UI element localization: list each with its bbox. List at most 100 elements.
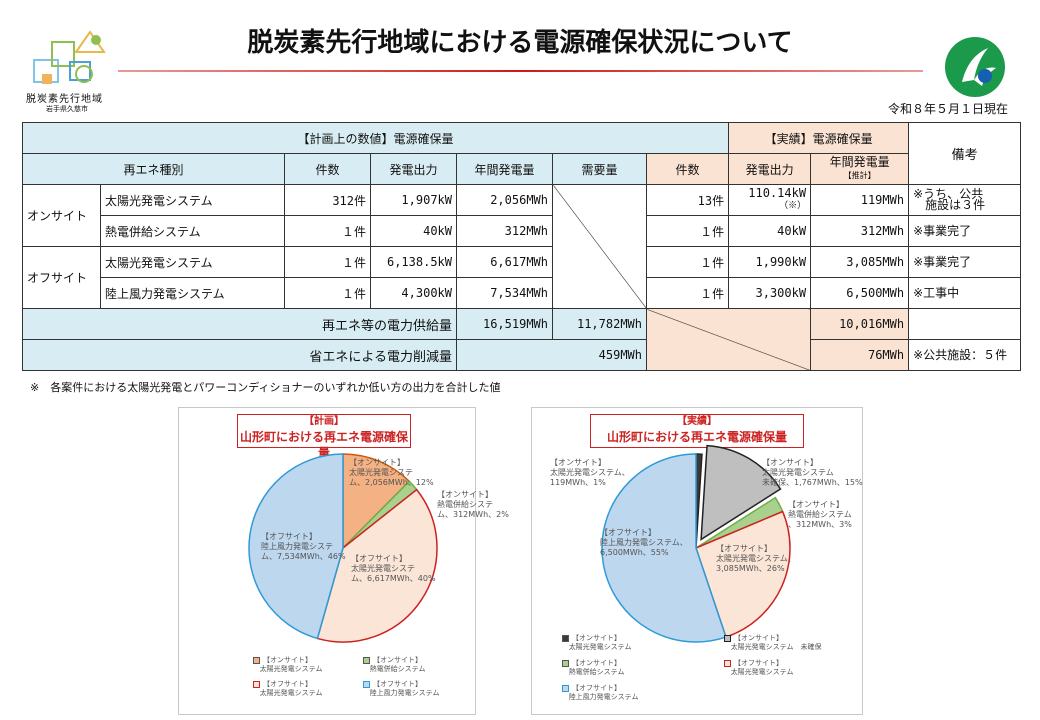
row-count-actual: 13件 [645,184,730,216]
region-logo [33,30,106,84]
plan-label-1: 【オンサイト】 熱電併給システ ム、312MWh、2% [437,490,509,519]
row-output-actual: 1,990kW [728,246,812,278]
actual-pie-panel: 【実績】 山形町における再エネ電源確保量 【オンサイト】 太陽光発電システム、 11… [531,407,863,715]
logo-subtext: 岩手県久慈市 [46,105,88,113]
supply-row: 再エネ等の電力供給量 16,519MWh 11,782MWh 10,016MWh [22,308,1022,371]
remarks-header: 備考 [908,122,1022,185]
row-annual-actual: 6,500MWh [810,277,910,309]
saving-label: 省エネによる電力削減量 [22,339,457,371]
actual-legend-3: 【オフサイト】 太陽光発電システム [724,659,793,677]
row-count: １件 [284,246,371,278]
saving-actual: 76MWh [810,339,910,371]
col-demand: 需要量 [552,153,647,185]
row-note: ※事業完了 [908,246,1022,278]
actual-legend-0: 【オンサイト】 太陽光発電システム [562,634,631,652]
saving-row: 省エネによる電力削減量 459MWh 76MWh ※公共施設：５件 [22,339,1022,371]
power-supply-table: 【計画上の数値】電源確保量 【実績】電源確保量 備考 再エネ種別 件数 発電出力… [21,122,1022,371]
row-annual: 312MWh [456,215,553,247]
actual-pie-chart [601,444,791,643]
supply-demand: 11,782MWh [552,308,647,340]
plan-slice-3 [248,453,344,640]
plan-legend-1: 【オンサイト】 熱電併給システム [363,656,425,674]
plan-legend-3: 【オフサイト】 陸上風力発電システム [363,680,439,698]
col-type: 再エネ種別 [22,153,285,185]
col-annual: 年間発電量 [456,153,553,185]
footnote: ※ 各案件における太陽光発電とパワーコンディショナーのいずれか低い方の出力を合計… [30,381,501,394]
logo-text: 脱炭素先行地域 [26,94,103,105]
as-of-date: 令和８年５月１日現在 [887,102,1008,116]
col-annual-actual-sub: 【推計】 [843,171,876,180]
town-emblem-icon [945,37,1005,97]
actual-label-3: 【オフサイト】 太陽光発電システム、 3,085MWh、26% [716,544,796,573]
actual-slice-3 [695,510,791,639]
row-output-actual: 110.14kW （※） [728,184,812,216]
plan-header: 【計画上の数値】電源確保量 [21,122,730,154]
row-output-actual: 3,300kW [728,277,812,309]
row-count: １件 [284,277,371,309]
row-output-actual: 40kW [728,215,812,247]
supply-label: 再エネ等の電力供給量 [22,308,457,340]
row-note: ※工事中 [908,277,1022,309]
actual-empty-cell [645,308,812,371]
row-annual: 2,056MWh [456,184,553,216]
actual-chart-title-small: 【実績】 [677,416,717,427]
row-output: 4,300kW [370,277,457,309]
table-row: オンサイト 太陽光発電システム 312件 1,907kW 2,056MWh 13… [22,184,1022,309]
group-onsite: オンサイト [22,184,101,247]
supply-actual: 10,016MWh [810,308,910,340]
title-underline [118,70,923,72]
actual-label-1: 【オンサイト】 太陽光発電システム 未確保、1,767MWh、15% [762,458,863,487]
plan-chart-title: 【計画】 山形町における再エネ電源確保量 [237,414,411,460]
plan-label-2: 【オフサイト】 太陽光発電システ ム、6,617MWh、40% [351,554,436,583]
plan-label-0: 【オンサイト】 太陽光発電システ ム、2,056MWh、12% [349,458,434,487]
row-note: ※うち、公共 施設は３件 [908,184,1022,216]
demand-empty-cell [552,184,647,309]
row-output: 1,907kW [370,184,457,216]
actual-label-0: 【オンサイト】 太陽光発電システム、 119MWh、1% [550,458,630,487]
supply-plan: 16,519MWh [456,308,553,340]
row-annual: 6,617MWh [456,246,553,278]
actual-slice-1 [700,444,782,541]
actual-chart-title: 【実績】 山形町における再エネ電源確保量 [590,414,804,448]
col-output-actual: 発電出力 [728,153,812,185]
table-row: 熱電併給システム １件 40kW 312MWh １件 40kW 312MWh ※… [23,215,1022,247]
plan-legend-2: 【オフサイト】 太陽光発電システム [253,680,322,698]
plan-label-3: 【オフサイト】 陸上風力発電システ ム、7,534MWh、46% [261,532,346,561]
row-annual: 7,534MWh [456,277,553,309]
row-annual-actual: 119MWh [810,184,910,216]
row-count: １件 [284,215,371,247]
group-offsite: オフサイト [22,246,101,309]
saving-note: ※公共施設：５件 [908,339,1022,371]
row-count: 312件 [284,184,371,216]
row-annual-actual: 3,085MWh [810,246,910,278]
row-type: 陸上風力発電システム [100,277,285,309]
col-annual-actual-label: 年間発電量 [829,155,890,169]
row-count-actual: １件 [645,246,730,278]
col-output: 発電出力 [370,153,457,185]
plan-slice-2 [316,488,438,643]
plan-pie-chart [248,453,438,643]
supply-note-empty [908,308,1022,340]
plan-chart-title-small: 【計画】 [304,416,344,427]
actual-label-2: 【オンサイト】 熱電併給システム 、312MWh、3% [788,500,852,529]
row-type: 太陽光発電システム [100,184,285,216]
saving-plan: 459MWh [456,339,647,371]
page-title: 脱炭素先行地域における電源確保状況について [247,28,793,58]
row-output-actual-note: （※） [779,201,807,211]
row-type: 太陽光発電システム [100,246,285,278]
actual-slice-4 [601,453,727,643]
table-row: 陸上風力発電システム １件 4,300kW 7,534MWh １件 3,300k… [23,277,1022,309]
col-count-actual: 件数 [645,153,730,185]
plan-pie-panel: 【計画】 山形町における再エネ電源確保量 【オンサイト】 太陽光発電システ ム、2,… [178,407,509,715]
table-row: オフサイト 太陽光発電システム １件 6,138.5kW 6,617MWh １件… [22,246,1022,309]
row-type: 熱電併給システム [100,215,285,247]
row-annual-actual: 312MWh [810,215,910,247]
row-output: 6,138.5kW [370,246,457,278]
actual-legend-1: 【オンサイト】 太陽光発電システム 未確保 [724,634,821,652]
col-annual-actual: 年間発電量 【推計】 [810,153,910,185]
plan-slice-0 [342,453,411,550]
actual-legend-4: 【オフサイト】 陸上風力発電システム [562,684,638,702]
actual-legend-2: 【オンサイト】 熱電併給システム [562,659,624,677]
plan-legend-0: 【オンサイト】 太陽光発電システム [253,656,322,674]
actual-header: 【実績】電源確保量 [728,122,910,154]
